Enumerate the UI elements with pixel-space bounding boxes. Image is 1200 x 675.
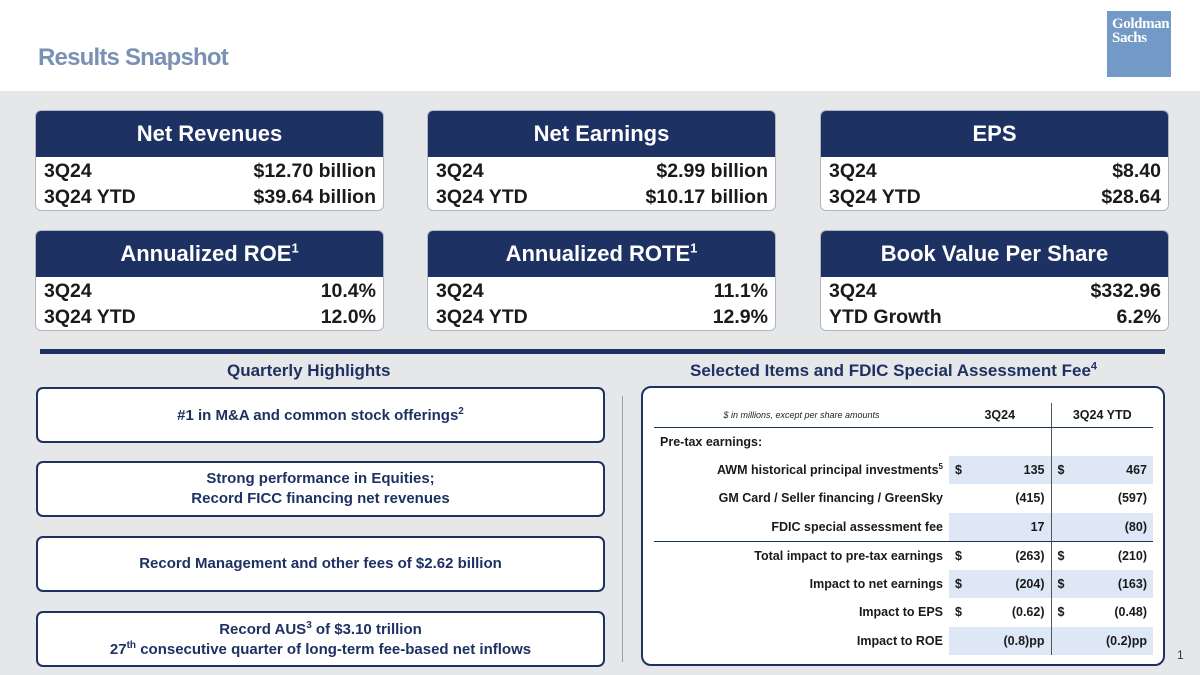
kpi-row: 3Q24 YTD 12.0% bbox=[44, 306, 376, 328]
kpi-title: Net Earnings bbox=[428, 111, 775, 157]
page-number: 1 bbox=[1177, 648, 1184, 662]
section-divider bbox=[40, 349, 1165, 354]
kpi-row: 3Q24 11.1% bbox=[436, 280, 768, 302]
table-units-note: $ in millions, except per share amounts bbox=[654, 403, 949, 428]
table-header-row: $ in millions, except per share amounts … bbox=[654, 403, 1153, 428]
kpi-card-annualized-rote: Annualized ROTE1 3Q24 11.1% 3Q24 YTD 12.9% bbox=[427, 230, 776, 331]
kpi-title: Net Revenues bbox=[36, 111, 383, 157]
kpi-card-annualized-roe: Annualized ROE1 3Q24 10.4% 3Q24 YTD 12.0% bbox=[35, 230, 384, 331]
kpi-row: 3Q24 $12.70 billion bbox=[44, 160, 376, 182]
pre-tax-earnings-label: Pre-tax earnings: bbox=[660, 434, 763, 449]
kpi-card-net-revenues: Net Revenues 3Q24 $12.70 billion 3Q24 YTD… bbox=[35, 110, 384, 211]
highlight-aus-record: Record AUS3 of $3.10 trillion 27th conse… bbox=[36, 611, 605, 667]
kpi-card-eps: EPS 3Q24 $8.40 3Q24 YTD $28.64 bbox=[820, 110, 1169, 211]
vertical-separator bbox=[622, 396, 623, 662]
table-row: Impact to ROE (0.8)pp (0.2)pp bbox=[654, 626, 1153, 655]
logo-line-1: Goldman bbox=[1112, 16, 1170, 32]
quarterly-highlights-title: Quarterly Highlights bbox=[227, 361, 391, 380]
table-row-total: Total impact to pre-tax earnings $ (263) … bbox=[654, 540, 1153, 570]
kpi-row: YTD Growth 6.2% bbox=[829, 306, 1161, 328]
highlight-management-fees: Record Management and other fees of $2.6… bbox=[36, 536, 605, 592]
kpi-title: Book Value Per Share bbox=[821, 231, 1168, 277]
highlight-equities-ficc: Strong performance in Equities; Record F… bbox=[36, 461, 605, 517]
page-title: Results Snapshot bbox=[38, 44, 229, 71]
column-header-3q24: 3Q24 bbox=[949, 403, 1052, 428]
table-row: Impact to net earnings $ (204) $ (163) bbox=[654, 569, 1153, 598]
kpi-row: 3Q24 YTD 12.9% bbox=[436, 306, 768, 328]
kpi-title: Annualized ROE1 bbox=[36, 231, 383, 277]
kpi-row: 3Q24 $8.40 bbox=[829, 160, 1161, 182]
table-row: AWM historical principal investments5 $1… bbox=[654, 455, 1153, 484]
table-section-row: Pre-tax earnings: bbox=[654, 427, 1153, 456]
kpi-row: 3Q24 $332.96 bbox=[829, 280, 1161, 302]
table-row: GM Card / Seller financing / GreenSky (4… bbox=[654, 484, 1153, 513]
selected-items-table: $ in millions, except per share amounts … bbox=[654, 403, 1153, 655]
kpi-row: 3Q24 YTD $28.64 bbox=[829, 186, 1161, 208]
kpi-row: 3Q24 YTD $10.17 billion bbox=[436, 186, 768, 208]
kpi-card-net-earnings: Net Earnings 3Q24 $2.99 billion 3Q24 YTD $… bbox=[427, 110, 776, 211]
logo-line-2: Sachs bbox=[1112, 30, 1147, 46]
table-row: Impact to EPS $ (0.62) $ (0.48) bbox=[654, 598, 1153, 627]
kpi-title: Annualized ROTE1 bbox=[428, 231, 775, 277]
kpi-title: EPS bbox=[821, 111, 1168, 157]
table-row: FDIC special assessment fee 17 (80) bbox=[654, 512, 1153, 541]
kpi-row: 3Q24 YTD $39.64 billion bbox=[44, 186, 376, 208]
selected-items-title: Selected Items and FDIC Special Assessme… bbox=[690, 360, 1098, 380]
kpi-card-book-value-per-share: Book Value Per Share 3Q24 $332.96 YTD Gro… bbox=[820, 230, 1169, 331]
kpi-row: 3Q24 10.4% bbox=[44, 280, 376, 302]
goldman-sachs-logo: Goldman Sachs bbox=[1107, 11, 1171, 77]
column-header-3q24-ytd: 3Q24 YTD bbox=[1051, 403, 1153, 428]
kpi-row: 3Q24 $2.99 billion bbox=[436, 160, 768, 182]
highlight-ma-ranking: #1 in M&A and common stock offerings2 bbox=[36, 387, 605, 443]
